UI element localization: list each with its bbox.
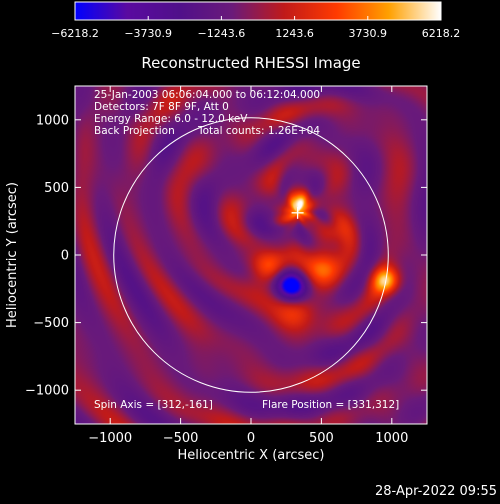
annotation-time-range: 25-Jan-2003 06:06:04.000 to 06:12:04.000 [94,89,320,101]
annotation-energy: Energy Range: 6.0 - 12.0 keV [94,113,248,125]
colorbar-tick-label: 3730.9 [349,27,388,40]
footer-timestamp: 28-Apr-2022 09:55 [375,484,497,499]
heatmap-canvas [75,86,427,424]
annotation-spin-axis: Spin Axis = [312,-161] [94,399,213,411]
x-tick-label: −1000 [88,431,132,446]
colorbar-tick-label: −3730.9 [124,27,172,40]
y-tick-label: 0 [61,249,69,264]
chart-title: Reconstructed RHESSI Image [141,54,360,72]
colorbar-tick-label: −6218.2 [51,27,99,40]
x-tick-label: −500 [163,431,199,446]
colorbar [74,1,442,21]
y-axis-ticks: −1000 −500 0 500 1000 [25,113,427,399]
y-tick-label: −1000 [25,384,69,399]
colorbar-tick-label: 1243.6 [275,27,314,40]
y-tick-label: 1000 [36,113,69,128]
annotation-flare-position: Flare Position = [331,312] [262,399,399,411]
y-tick-label: 500 [44,181,69,196]
solar-limb-circle [113,117,389,393]
colorbar-ticks: −6218.2 −3730.9 −1243.6 1243.6 3730.9 6218.2 [51,16,460,40]
annotation-block: 25-Jan-2003 06:06:04.000 to 06:12:04.000… [94,89,399,411]
y-tick-label: −500 [33,316,69,331]
x-tick-label: 0 [247,431,255,446]
x-axis-label: Heliocentric X (arcsec) [178,448,325,463]
image-plot-area [75,86,427,424]
annotation-detectors: Detectors: 7F 8F 9F, Att 0 [94,101,229,113]
x-tick-label: 500 [309,431,334,446]
y-axis-label: Heliocentric Y (arcsec) [5,182,20,328]
x-tick-label: 1000 [375,431,408,446]
flare-position-marker [291,206,304,219]
colorbar-tick-label: 6218.2 [422,27,461,40]
x-axis-ticks: −1000 −500 0 500 1000 [88,86,408,446]
annotation-total-counts: Total counts: 1.26E+04 [197,125,320,137]
colorbar-tick-label: −1243.6 [198,27,246,40]
annotation-method: Back Projection [94,125,175,137]
